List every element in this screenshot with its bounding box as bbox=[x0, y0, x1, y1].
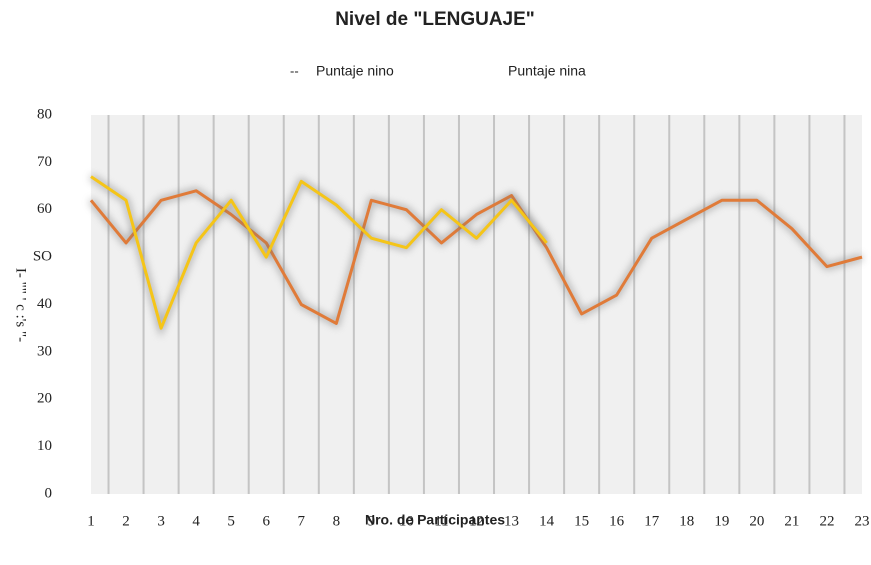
x-tick-label: 20 bbox=[749, 513, 764, 529]
y-tick-label: 40 bbox=[37, 296, 52, 312]
x-tick-label: 1 bbox=[87, 513, 95, 529]
x-tick-label: 17 bbox=[644, 513, 660, 529]
chart-title: Nivel de "LENGUAJE" bbox=[335, 9, 535, 30]
series-line bbox=[89, 189, 863, 325]
x-tick-label: 3 bbox=[157, 513, 165, 529]
x-tick-label: 23 bbox=[855, 513, 870, 529]
plot-background bbox=[91, 115, 862, 494]
legend-label: Puntaje nino bbox=[316, 63, 394, 79]
x-tick-label: 2 bbox=[122, 513, 130, 529]
x-tick-label: 22 bbox=[819, 513, 834, 529]
x-tick-label: 8 bbox=[333, 513, 341, 529]
y-tick-label: 10 bbox=[37, 438, 52, 454]
y-axis-label: I- "" ' c :'s "- bbox=[13, 268, 29, 342]
x-axis-label: Nro. de Participantes bbox=[365, 512, 505, 528]
x-tick-label: 7 bbox=[298, 513, 306, 529]
x-tick-label: 18 bbox=[679, 513, 694, 529]
y-tick-label: 0 bbox=[45, 485, 53, 501]
x-tick-label: 15 bbox=[574, 513, 589, 529]
legend-marker: -- bbox=[290, 63, 299, 78]
y-tick-label: 20 bbox=[37, 391, 52, 407]
x-tick-label: 12 bbox=[469, 513, 484, 529]
legend-label: Puntaje nina bbox=[508, 63, 586, 79]
x-tick-label: 13 bbox=[504, 513, 519, 529]
x-tick-label: 6 bbox=[262, 513, 270, 529]
x-tick-label: 9 bbox=[368, 513, 376, 529]
x-tick-label: 21 bbox=[784, 513, 799, 529]
y-tick-label: 70 bbox=[37, 154, 52, 170]
x-tick-label: 4 bbox=[192, 513, 200, 529]
y-tick-label: 60 bbox=[37, 201, 52, 217]
x-tick-label: 14 bbox=[539, 513, 555, 529]
y-tick-label: SO bbox=[33, 249, 52, 265]
y-tick-label: 80 bbox=[37, 106, 52, 122]
x-tick-label: 11 bbox=[434, 513, 448, 529]
series-line bbox=[90, 175, 548, 330]
x-tick-label: 10 bbox=[399, 513, 414, 529]
y-tick-label: 30 bbox=[37, 343, 52, 359]
x-tick-label: 16 bbox=[609, 513, 625, 529]
x-tick-label: 5 bbox=[227, 513, 235, 529]
x-tick-label: 19 bbox=[714, 513, 729, 529]
